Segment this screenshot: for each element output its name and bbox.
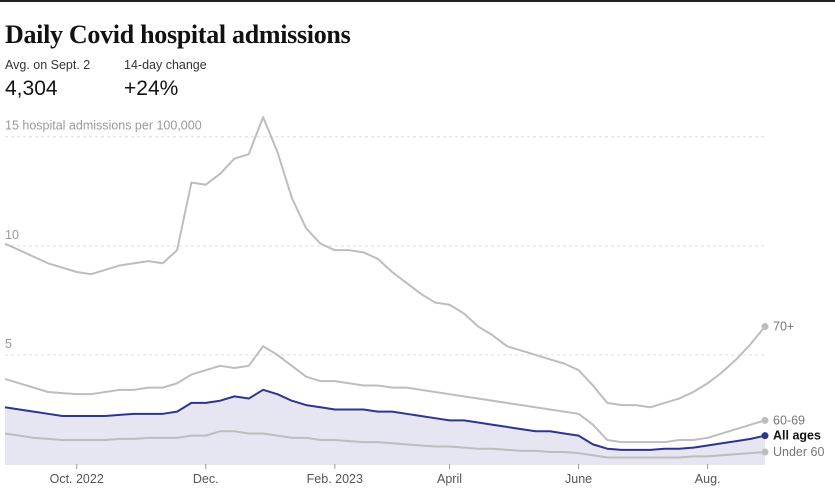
x-tick-label: Aug.: [695, 472, 721, 486]
end-dot: [761, 416, 769, 424]
series-line: [4, 345, 766, 444]
series-line: [4, 430, 766, 459]
x-tick-label: Feb. 2023: [307, 472, 363, 486]
series-line: [4, 116, 766, 409]
stat-value: +24%: [124, 77, 179, 100]
y-tick-label: 15 hospital admissions per 100,000: [5, 119, 202, 133]
area: [5, 389, 765, 464]
end-dot: [761, 432, 769, 440]
title: Daily Covid hospital admissions: [5, 20, 351, 49]
legend-label: Under 60: [773, 445, 824, 459]
x-tick-label: Oct. 2022: [50, 472, 104, 486]
series-line: [4, 388, 766, 451]
x-tick-label: April: [437, 472, 462, 486]
x-tick-label: Dec.: [193, 472, 219, 486]
end-dot: [761, 448, 769, 456]
end-dot: [761, 323, 769, 331]
legend-label: 60-69: [773, 413, 805, 427]
x-tick-label: June: [565, 472, 592, 486]
y-tick-label: 5: [5, 337, 12, 351]
stat-label: Avg. on Sept. 2: [5, 58, 91, 72]
stat: 14-day change +24%: [124, 58, 207, 101]
legend-label: 70+: [773, 320, 794, 334]
stat-value: 4,304: [5, 77, 58, 100]
legend-label: All ages: [773, 429, 821, 443]
y-tick-label: 10: [5, 228, 19, 242]
stat-label: 14-day change: [124, 58, 207, 72]
stat: Avg. on Sept. 2 4,304: [5, 58, 90, 101]
